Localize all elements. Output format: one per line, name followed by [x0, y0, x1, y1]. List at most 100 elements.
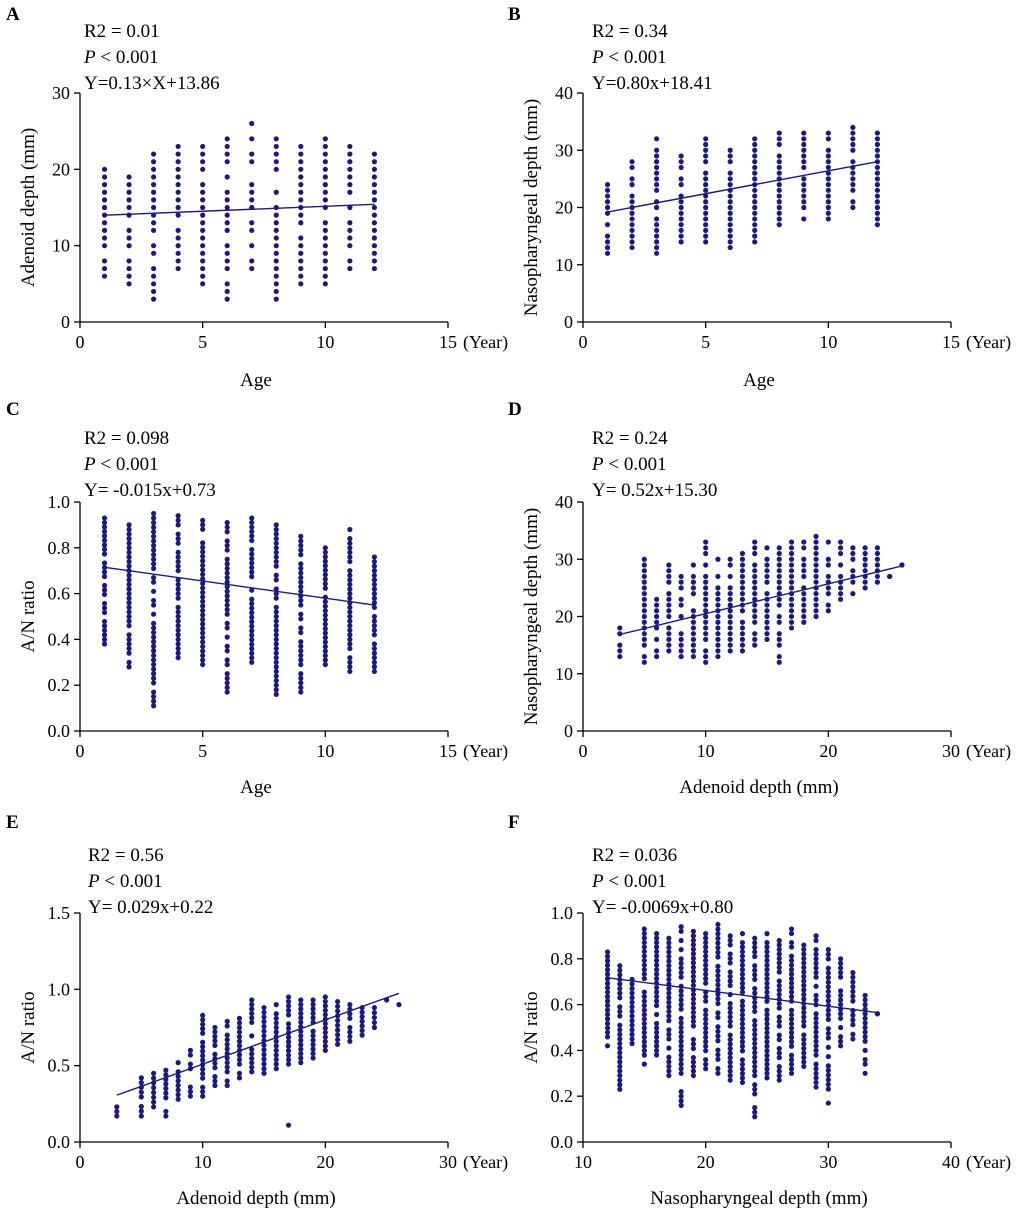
- data-point: [825, 1067, 831, 1074]
- regression-line: [619, 565, 903, 636]
- data-point: [776, 955, 782, 962]
- data-point: [151, 574, 157, 581]
- data-point: [752, 608, 758, 614]
- data-point: [151, 597, 157, 604]
- data-point: [224, 1069, 230, 1075]
- data-point: [322, 639, 328, 645]
- data-point: [126, 227, 132, 233]
- data-point: [629, 999, 635, 1005]
- data-point: [224, 1037, 230, 1043]
- y-tick-label: 0.4: [48, 629, 71, 649]
- data-point: [727, 199, 733, 205]
- data-point: [224, 197, 230, 203]
- data-point: [727, 1009, 733, 1016]
- data-point: [703, 596, 709, 602]
- data-point: [715, 1070, 721, 1076]
- data-point: [641, 1011, 647, 1018]
- data-point: [200, 634, 206, 641]
- data-point: [249, 596, 255, 602]
- data-point: [347, 174, 353, 180]
- data-point: [101, 227, 108, 233]
- data-point: [727, 182, 733, 188]
- data-point: [359, 1027, 365, 1034]
- data-point: [752, 631, 758, 637]
- data-point: [678, 1029, 684, 1035]
- data-point: [126, 609, 132, 615]
- data-point: [678, 997, 684, 1003]
- data-point: [101, 573, 108, 580]
- data-point: [776, 636, 782, 643]
- data-point: [690, 991, 697, 998]
- data-point: [298, 542, 304, 549]
- data-point: [788, 539, 795, 545]
- data-point: [224, 296, 230, 302]
- data-point: [617, 967, 623, 973]
- data-point: [752, 591, 758, 597]
- data-point: [641, 631, 647, 637]
- data-point: [715, 973, 721, 979]
- data-point: [298, 661, 304, 668]
- data-point: [776, 1077, 782, 1083]
- data-point: [739, 1012, 746, 1018]
- data-point: [212, 1073, 218, 1080]
- panel-letter: E: [6, 812, 19, 833]
- data-point: [371, 659, 377, 665]
- data-point: [298, 588, 304, 594]
- data-point: [727, 608, 733, 614]
- data-point: [212, 1065, 218, 1071]
- x-tick-label: 10: [819, 332, 837, 352]
- data-point: [126, 235, 132, 241]
- data-point: [666, 999, 672, 1005]
- data-point: [249, 1019, 255, 1026]
- data-point: [604, 958, 611, 964]
- data-point: [862, 550, 868, 557]
- data-point: [874, 187, 881, 193]
- data-point: [151, 643, 157, 649]
- data-point: [298, 182, 304, 188]
- regression-line: [607, 977, 878, 1014]
- data-point: [298, 547, 304, 553]
- data-point: [126, 618, 132, 624]
- data-point: [801, 1023, 807, 1029]
- data-point: [371, 613, 377, 620]
- data-point: [825, 193, 831, 199]
- data-point: [654, 931, 660, 937]
- data-point: [629, 244, 635, 251]
- data-point: [200, 589, 206, 596]
- data-point: [175, 182, 181, 188]
- data-point: [322, 621, 328, 627]
- data-point: [151, 197, 157, 203]
- data-point: [788, 545, 795, 551]
- data-point: [371, 572, 377, 578]
- data-point: [666, 1031, 672, 1037]
- data-point: [371, 243, 377, 249]
- p-value-label: P < 0.001: [87, 871, 163, 892]
- data-point: [200, 1066, 206, 1072]
- data-point: [678, 579, 684, 585]
- data-point: [752, 1022, 758, 1028]
- data-point: [617, 1008, 623, 1015]
- data-point: [101, 519, 108, 526]
- data-point: [752, 619, 758, 625]
- data-point: [764, 1057, 770, 1063]
- data-point: [371, 577, 377, 583]
- data-point: [874, 222, 881, 228]
- data-point: [703, 222, 709, 228]
- data-point: [715, 1038, 721, 1044]
- data-point: [739, 619, 746, 625]
- x-tick-label: 10: [316, 332, 334, 352]
- data-point: [236, 1029, 243, 1035]
- data-point: [752, 210, 758, 216]
- data-point: [126, 212, 132, 218]
- data-point: [838, 960, 844, 966]
- data-point: [200, 204, 206, 211]
- data-point: [703, 1030, 709, 1036]
- data-point: [825, 1035, 831, 1041]
- data-point: [739, 980, 746, 986]
- data-point: [703, 1039, 709, 1045]
- data-point: [101, 587, 108, 593]
- data-point: [776, 978, 782, 984]
- y-tick-label: 0.8: [551, 949, 574, 969]
- data-point: [249, 243, 255, 249]
